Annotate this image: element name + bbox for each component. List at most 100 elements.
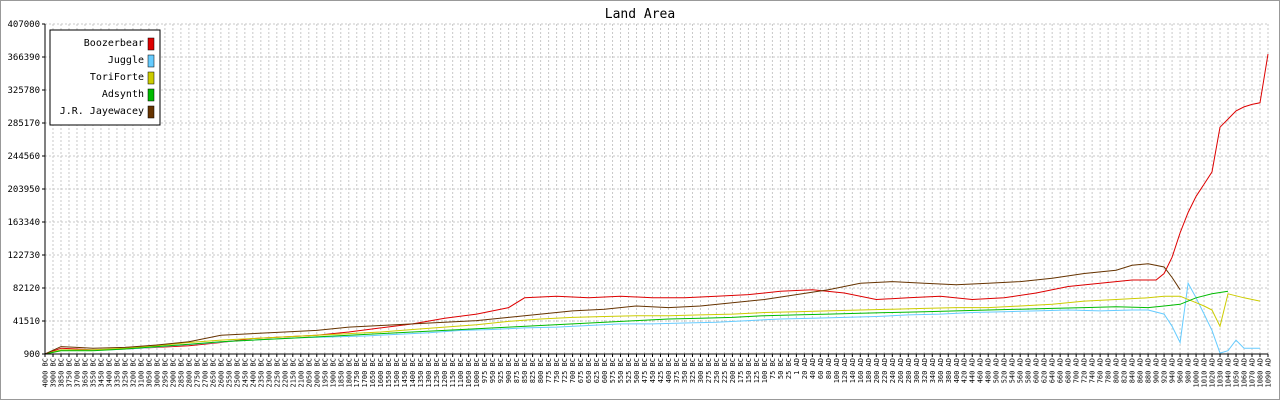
x-tick-label: 1060 AD xyxy=(1241,358,1249,388)
x-tick-label: 150 BC xyxy=(745,358,753,383)
x-tick-label: 2750 BC xyxy=(193,358,201,388)
x-tick-label: 675 BC xyxy=(577,358,585,383)
x-tick-label: 440 AD xyxy=(969,358,977,383)
x-tick-label: 900 AD xyxy=(1153,358,1161,383)
x-tick-label: 380 AD xyxy=(945,358,953,383)
x-tick-label: 800 BC xyxy=(537,358,545,383)
x-tick-label: 3750 BC xyxy=(65,358,73,388)
x-tick-label: 3700 BC xyxy=(73,358,81,388)
x-tick-label: 1650 BC xyxy=(369,358,377,388)
x-tick-label: 2850 BC xyxy=(177,358,185,388)
x-tick-label: 1070 AD xyxy=(1249,358,1257,388)
chart-title: Land Area xyxy=(605,7,675,22)
x-tick-label: 920 AD xyxy=(1161,358,1169,383)
x-tick-label: 1750 BC xyxy=(353,358,361,388)
x-tick-label: 2350 BC xyxy=(257,358,265,388)
x-tick-label: 550 BC xyxy=(617,358,625,383)
x-tick-label: 700 AD xyxy=(1073,358,1081,383)
x-tick-label: 275 BC xyxy=(705,358,713,383)
x-tick-label: 640 AD xyxy=(1049,358,1057,383)
legend: Boozerbear Juggle ToriForte Adsynth J.R. Jay… xyxy=(49,29,161,126)
x-tick-label: 940 AD xyxy=(1169,358,1177,383)
x-tick-label: 1950 BC xyxy=(321,358,329,388)
y-tick-label: 163340 xyxy=(7,218,40,228)
x-tick-label: 2050 BC xyxy=(305,358,313,388)
x-tick-label: 1850 BC xyxy=(337,358,345,388)
x-tick-label: 80 AD xyxy=(825,358,833,379)
x-tick-label: 925 BC xyxy=(497,358,505,383)
x-tick-label: 175 BC xyxy=(737,358,745,383)
x-tick-label: 60 AD xyxy=(817,358,825,379)
x-tick-label: 980 AD xyxy=(1185,358,1193,383)
series-line-adsynth xyxy=(44,290,1229,355)
x-axis-ticks: 4000 BC 3900 BC 3850 BC 3750 BC 3700 BC 3650 … xyxy=(42,354,1273,388)
x-tick-label: 1800 BC xyxy=(345,358,353,388)
x-tick-label: 1020 AD xyxy=(1209,358,1217,388)
x-tick-label: 40 AD xyxy=(809,358,817,379)
x-tick-label: 100 AD xyxy=(833,358,841,383)
legend-label: Boozerbear xyxy=(84,38,144,49)
x-tick-label: 2000 BC xyxy=(313,358,321,388)
x-tick-label: 2300 BC xyxy=(265,358,273,388)
x-tick-label: 660 AD xyxy=(1057,358,1065,383)
legend-swatch xyxy=(147,88,155,102)
x-tick-label: 2950 BC xyxy=(161,358,169,388)
y-tick-label: 244560 xyxy=(7,152,40,162)
x-tick-label: 120 AD xyxy=(841,358,849,383)
x-tick-label: 375 BC xyxy=(673,358,681,383)
y-tick-label: 41510 xyxy=(13,317,40,327)
x-tick-label: 720 AD xyxy=(1081,358,1089,383)
x-tick-label: 1250 BC xyxy=(433,358,441,388)
x-tick-label: 2900 BC xyxy=(169,358,177,388)
x-tick-label: 3400 BC xyxy=(105,358,113,388)
series-line-toriforte xyxy=(44,293,1261,355)
series-lines xyxy=(44,54,1269,355)
x-tick-label: 875 BC xyxy=(513,358,521,383)
x-tick-label: 400 AD xyxy=(953,358,961,383)
y-tick-label: 122730 xyxy=(7,251,40,261)
x-tick-label: 1400 BC xyxy=(409,358,417,388)
x-tick-label: 2450 BC xyxy=(241,358,249,388)
x-tick-label: 560 AD xyxy=(1017,358,1025,383)
x-tick-label: 1010 AD xyxy=(1201,358,1209,388)
x-tick-label: 1030 AD xyxy=(1217,358,1225,388)
x-tick-label: 1200 BC xyxy=(441,358,449,388)
x-tick-label: 760 AD xyxy=(1097,358,1105,383)
x-tick-label: 580 AD xyxy=(1025,358,1033,383)
x-tick-label: 425 BC xyxy=(657,358,665,383)
x-tick-label: 1350 BC xyxy=(417,358,425,388)
x-tick-label: 350 BC xyxy=(681,358,689,383)
x-tick-label: 625 BC xyxy=(593,358,601,383)
x-tick-label: 50 BC xyxy=(777,358,785,379)
x-tick-label: 700 BC xyxy=(569,358,577,383)
x-tick-label: 2500 BC xyxy=(233,358,241,388)
x-tick-label: 220 AD xyxy=(881,358,889,383)
x-tick-label: 20 AD xyxy=(801,358,809,379)
x-tick-label: 975 BC xyxy=(481,358,489,383)
x-tick-label: 100 BC xyxy=(761,358,769,383)
x-tick-label: 75 BC xyxy=(769,358,777,379)
x-tick-label: 300 AD xyxy=(913,358,921,383)
x-tick-label: 3900 BC xyxy=(49,358,57,388)
x-tick-label: 725 BC xyxy=(561,358,569,383)
x-tick-label: 1 AD xyxy=(793,358,801,375)
x-tick-label: 3650 BC xyxy=(81,358,89,388)
x-tick-label: 1500 BC xyxy=(393,358,401,388)
legend-swatch xyxy=(147,37,155,51)
x-tick-label: 3100 BC xyxy=(137,358,145,388)
x-tick-label: 1300 BC xyxy=(425,358,433,388)
x-tick-label: 250 BC xyxy=(713,358,721,383)
y-tick-label: 285170 xyxy=(7,119,40,129)
x-tick-label: 1450 BC xyxy=(401,358,409,388)
x-tick-label: 2250 BC xyxy=(273,358,281,388)
x-tick-label: 1090 AD xyxy=(1265,358,1273,388)
x-tick-label: 1040 AD xyxy=(1225,358,1233,388)
y-tick-label: 203950 xyxy=(7,185,40,195)
x-tick-label: 775 BC xyxy=(545,358,553,383)
y-tick-label: 407000 xyxy=(7,20,40,30)
x-tick-label: 800 AD xyxy=(1113,358,1121,383)
x-tick-label: 1600 BC xyxy=(377,358,385,388)
x-tick-label: 300 BC xyxy=(697,358,705,383)
x-tick-label: 860 AD xyxy=(1137,358,1145,383)
